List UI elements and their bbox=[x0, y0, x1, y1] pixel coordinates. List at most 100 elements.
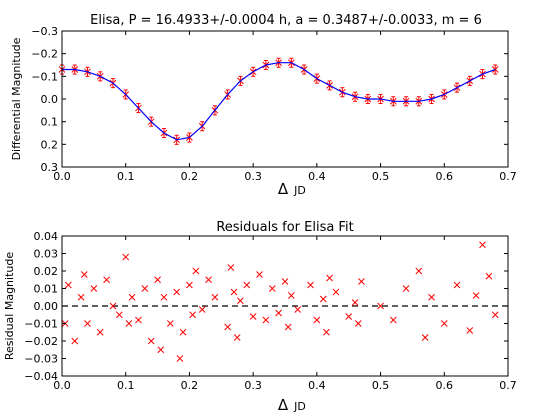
x-marker bbox=[243, 281, 251, 289]
data-point bbox=[294, 306, 302, 313]
data-point bbox=[307, 281, 314, 289]
data-point bbox=[323, 328, 330, 336]
data-point bbox=[230, 288, 238, 296]
y-tick-label: −0.2 bbox=[31, 48, 58, 61]
light-curve-axes bbox=[61, 30, 509, 168]
data-point bbox=[415, 267, 423, 275]
residuals-plot-area bbox=[61, 241, 508, 362]
x-tick-label: 0.5 bbox=[372, 379, 390, 392]
light-curve-x-axis-label: Δ JD bbox=[278, 180, 306, 198]
x-marker bbox=[154, 276, 161, 284]
data-point bbox=[466, 327, 474, 334]
residuals-panel: Residuals for Elisa Fit 0.0 0.1 0.2 0.3 0.4 0… bbox=[3, 220, 517, 414]
x-marker bbox=[128, 293, 136, 301]
model-fit-line bbox=[62, 62, 496, 141]
x-tick-label: 0.2 bbox=[181, 170, 199, 183]
data-point bbox=[428, 293, 435, 301]
data-point bbox=[135, 316, 142, 324]
y-tick-label: −0.02 bbox=[24, 335, 58, 348]
y-tick-label: −0.01 bbox=[24, 318, 58, 331]
data-point bbox=[281, 278, 289, 285]
data-point bbox=[84, 320, 91, 327]
x-marker bbox=[354, 320, 362, 327]
y-tick-label: 0.2 bbox=[41, 138, 59, 151]
x-marker bbox=[80, 271, 88, 278]
data-point bbox=[154, 276, 161, 284]
data-point bbox=[358, 278, 365, 285]
data-point bbox=[485, 272, 493, 280]
x-marker bbox=[230, 288, 238, 296]
x-marker bbox=[275, 309, 282, 317]
x-marker bbox=[415, 267, 423, 275]
x-marker bbox=[160, 293, 168, 301]
data-point bbox=[377, 302, 384, 310]
data-point bbox=[224, 323, 232, 331]
data-point bbox=[109, 302, 117, 310]
x-marker bbox=[71, 337, 79, 345]
x-marker bbox=[125, 320, 133, 327]
x-marker bbox=[323, 328, 330, 336]
data-point bbox=[96, 328, 104, 336]
x-marker bbox=[211, 293, 219, 301]
x-axis-label: JD bbox=[293, 184, 306, 197]
data-point bbox=[332, 288, 340, 296]
data-point bbox=[421, 334, 429, 341]
x-marker bbox=[307, 281, 314, 289]
x-marker bbox=[224, 323, 232, 331]
x-marker bbox=[173, 288, 181, 296]
residuals-title: Residuals for Elisa Fit bbox=[216, 220, 353, 235]
x-marker bbox=[115, 311, 123, 319]
x-marker bbox=[179, 328, 187, 336]
x-marker bbox=[122, 253, 130, 261]
x-marker bbox=[326, 274, 333, 282]
data-point bbox=[233, 334, 241, 341]
x-marker bbox=[147, 337, 155, 345]
x-tick-label: 0.7 bbox=[499, 170, 517, 183]
data-point bbox=[288, 292, 295, 299]
x-marker bbox=[421, 334, 429, 341]
data-point bbox=[65, 281, 72, 289]
x-tick-label: 0.2 bbox=[181, 379, 199, 392]
x-marker bbox=[319, 295, 327, 303]
x-marker bbox=[345, 313, 353, 320]
x-tick-label: 0.5 bbox=[372, 170, 390, 183]
data-point bbox=[77, 293, 85, 301]
data-point bbox=[472, 292, 480, 299]
x-marker bbox=[65, 281, 72, 289]
x-marker bbox=[157, 346, 165, 354]
x-marker bbox=[351, 299, 359, 306]
x-marker bbox=[109, 302, 117, 310]
x-marker bbox=[288, 292, 295, 299]
data-point bbox=[192, 267, 200, 275]
x-marker bbox=[472, 292, 480, 299]
x-tick-label: 0.0 bbox=[53, 379, 71, 392]
x-tick-label: 0.0 bbox=[53, 170, 71, 183]
y-tick-label: 0.01 bbox=[34, 283, 59, 296]
data-point bbox=[354, 320, 362, 327]
x-marker bbox=[453, 281, 461, 289]
x-marker bbox=[192, 267, 200, 275]
x-tick-label: 0.6 bbox=[436, 379, 454, 392]
x-marker bbox=[358, 278, 365, 285]
y-tick-label: 0.00 bbox=[34, 300, 59, 313]
data-point bbox=[71, 337, 79, 345]
data-point bbox=[198, 306, 206, 313]
x-marker bbox=[96, 328, 104, 336]
y-tick-label: 0.3 bbox=[41, 161, 59, 174]
data-point bbox=[179, 328, 187, 336]
data-point bbox=[284, 323, 292, 331]
x-marker bbox=[90, 285, 98, 292]
x-axis-symbol: Δ bbox=[278, 396, 289, 414]
x-marker bbox=[491, 311, 499, 319]
data-point bbox=[80, 271, 88, 278]
x-marker bbox=[205, 276, 212, 284]
data-point bbox=[491, 311, 499, 319]
light-curve-frame bbox=[61, 30, 509, 168]
data-point bbox=[313, 316, 321, 324]
data-point bbox=[479, 241, 486, 249]
data-point bbox=[157, 346, 165, 354]
data-point bbox=[268, 285, 276, 292]
data-point bbox=[205, 276, 212, 284]
y-tick-label: 0.04 bbox=[34, 230, 59, 243]
